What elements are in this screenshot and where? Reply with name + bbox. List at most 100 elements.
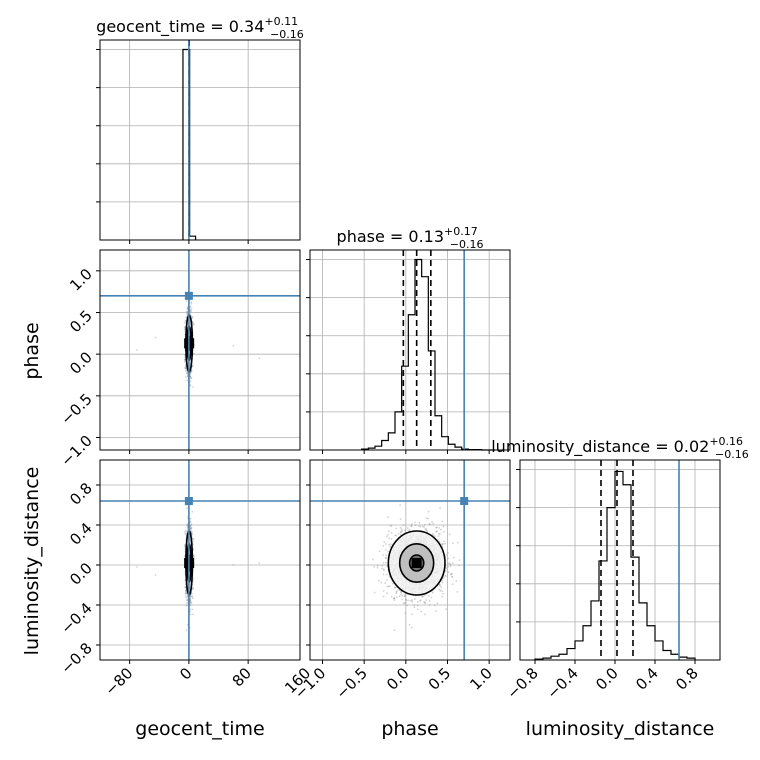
sample-point xyxy=(190,370,193,372)
sample-point xyxy=(389,545,392,548)
sample-point xyxy=(189,517,192,520)
sample-point xyxy=(432,522,435,525)
sample-point xyxy=(384,561,387,564)
sample-point xyxy=(189,525,192,528)
sample-point xyxy=(185,592,188,595)
sample-point xyxy=(378,550,381,553)
sample-point xyxy=(434,604,436,607)
sample-point xyxy=(413,598,416,601)
sample-point xyxy=(431,533,434,535)
sample-point xyxy=(458,564,461,567)
sample-point xyxy=(442,592,444,595)
sample-point xyxy=(190,601,192,604)
scatter-geocent_time-vs-luminosity_distance xyxy=(136,504,261,631)
sample-point xyxy=(189,384,192,387)
sample-point xyxy=(190,526,193,529)
sample-point xyxy=(424,613,426,616)
sample-point xyxy=(382,573,385,576)
sample-point xyxy=(391,582,394,585)
sample-point xyxy=(185,629,188,631)
sample-point xyxy=(154,336,157,339)
sample-point xyxy=(388,585,391,588)
sample-point xyxy=(447,562,450,565)
sample-point xyxy=(183,367,186,369)
density-layer xyxy=(136,299,461,631)
sample-point xyxy=(423,526,425,528)
sample-point xyxy=(191,510,194,513)
sample-point xyxy=(416,604,419,607)
sample-point xyxy=(189,375,192,378)
sample-point xyxy=(190,377,192,379)
sample-point xyxy=(186,623,189,626)
sample-point xyxy=(438,588,441,591)
sample-point xyxy=(384,543,387,545)
sample-point xyxy=(185,599,188,601)
sample-point xyxy=(401,529,403,532)
sample-point xyxy=(185,596,188,599)
sample-point xyxy=(193,323,195,326)
sample-point xyxy=(184,586,187,588)
sample-point xyxy=(386,592,389,595)
sample-point xyxy=(424,601,426,604)
sample-point xyxy=(189,604,192,606)
sample-point xyxy=(435,531,438,533)
sample-point xyxy=(390,538,393,540)
sample-point xyxy=(189,596,192,598)
sample-point xyxy=(387,585,390,588)
sample-point xyxy=(191,316,194,318)
sample-point xyxy=(396,590,398,592)
sample-point xyxy=(192,352,195,355)
sample-point xyxy=(189,528,192,531)
sample-point xyxy=(384,557,387,559)
sample-point xyxy=(191,587,194,590)
sample-point xyxy=(190,309,193,312)
sample-point xyxy=(452,556,455,559)
sample-point xyxy=(418,525,420,527)
sample-point xyxy=(190,523,193,525)
sample-point xyxy=(413,604,416,606)
sample-point xyxy=(185,604,188,607)
sample-point xyxy=(449,573,452,575)
sample-point xyxy=(442,525,445,528)
sample-point xyxy=(395,534,398,537)
sample-point xyxy=(399,526,402,529)
sample-point xyxy=(191,597,194,600)
sample-point xyxy=(184,586,187,589)
sample-point xyxy=(190,377,193,380)
sample-point xyxy=(154,574,157,576)
sample-point xyxy=(429,522,431,525)
sample-point xyxy=(444,570,447,572)
sample-point xyxy=(184,326,186,329)
sample-point xyxy=(184,359,186,362)
sample-point xyxy=(385,554,388,557)
sample-point xyxy=(189,599,192,601)
sample-point xyxy=(191,365,194,367)
sample-point xyxy=(441,543,444,546)
sample-point xyxy=(191,608,194,611)
sample-point xyxy=(456,591,459,593)
sample-point xyxy=(425,529,428,532)
sample-point xyxy=(447,557,450,560)
sample-point xyxy=(390,525,393,528)
sample-point xyxy=(408,623,411,626)
sample-point xyxy=(441,580,443,582)
sample-point xyxy=(410,525,412,527)
sample-point xyxy=(410,524,413,527)
sample-point xyxy=(439,533,441,535)
sample-point xyxy=(191,531,193,534)
sample-point xyxy=(184,531,186,533)
sample-point xyxy=(190,307,193,309)
sample-point xyxy=(440,586,442,588)
sample-point xyxy=(186,523,188,526)
sample-point xyxy=(190,602,193,605)
sample-point xyxy=(439,589,442,592)
sample-point xyxy=(373,591,376,594)
sample-point xyxy=(185,592,187,595)
sample-point xyxy=(441,595,444,598)
sample-point xyxy=(393,597,395,600)
sample-point xyxy=(190,527,192,530)
sample-point xyxy=(376,566,379,569)
sample-point xyxy=(190,530,193,532)
sample-point xyxy=(186,507,189,509)
